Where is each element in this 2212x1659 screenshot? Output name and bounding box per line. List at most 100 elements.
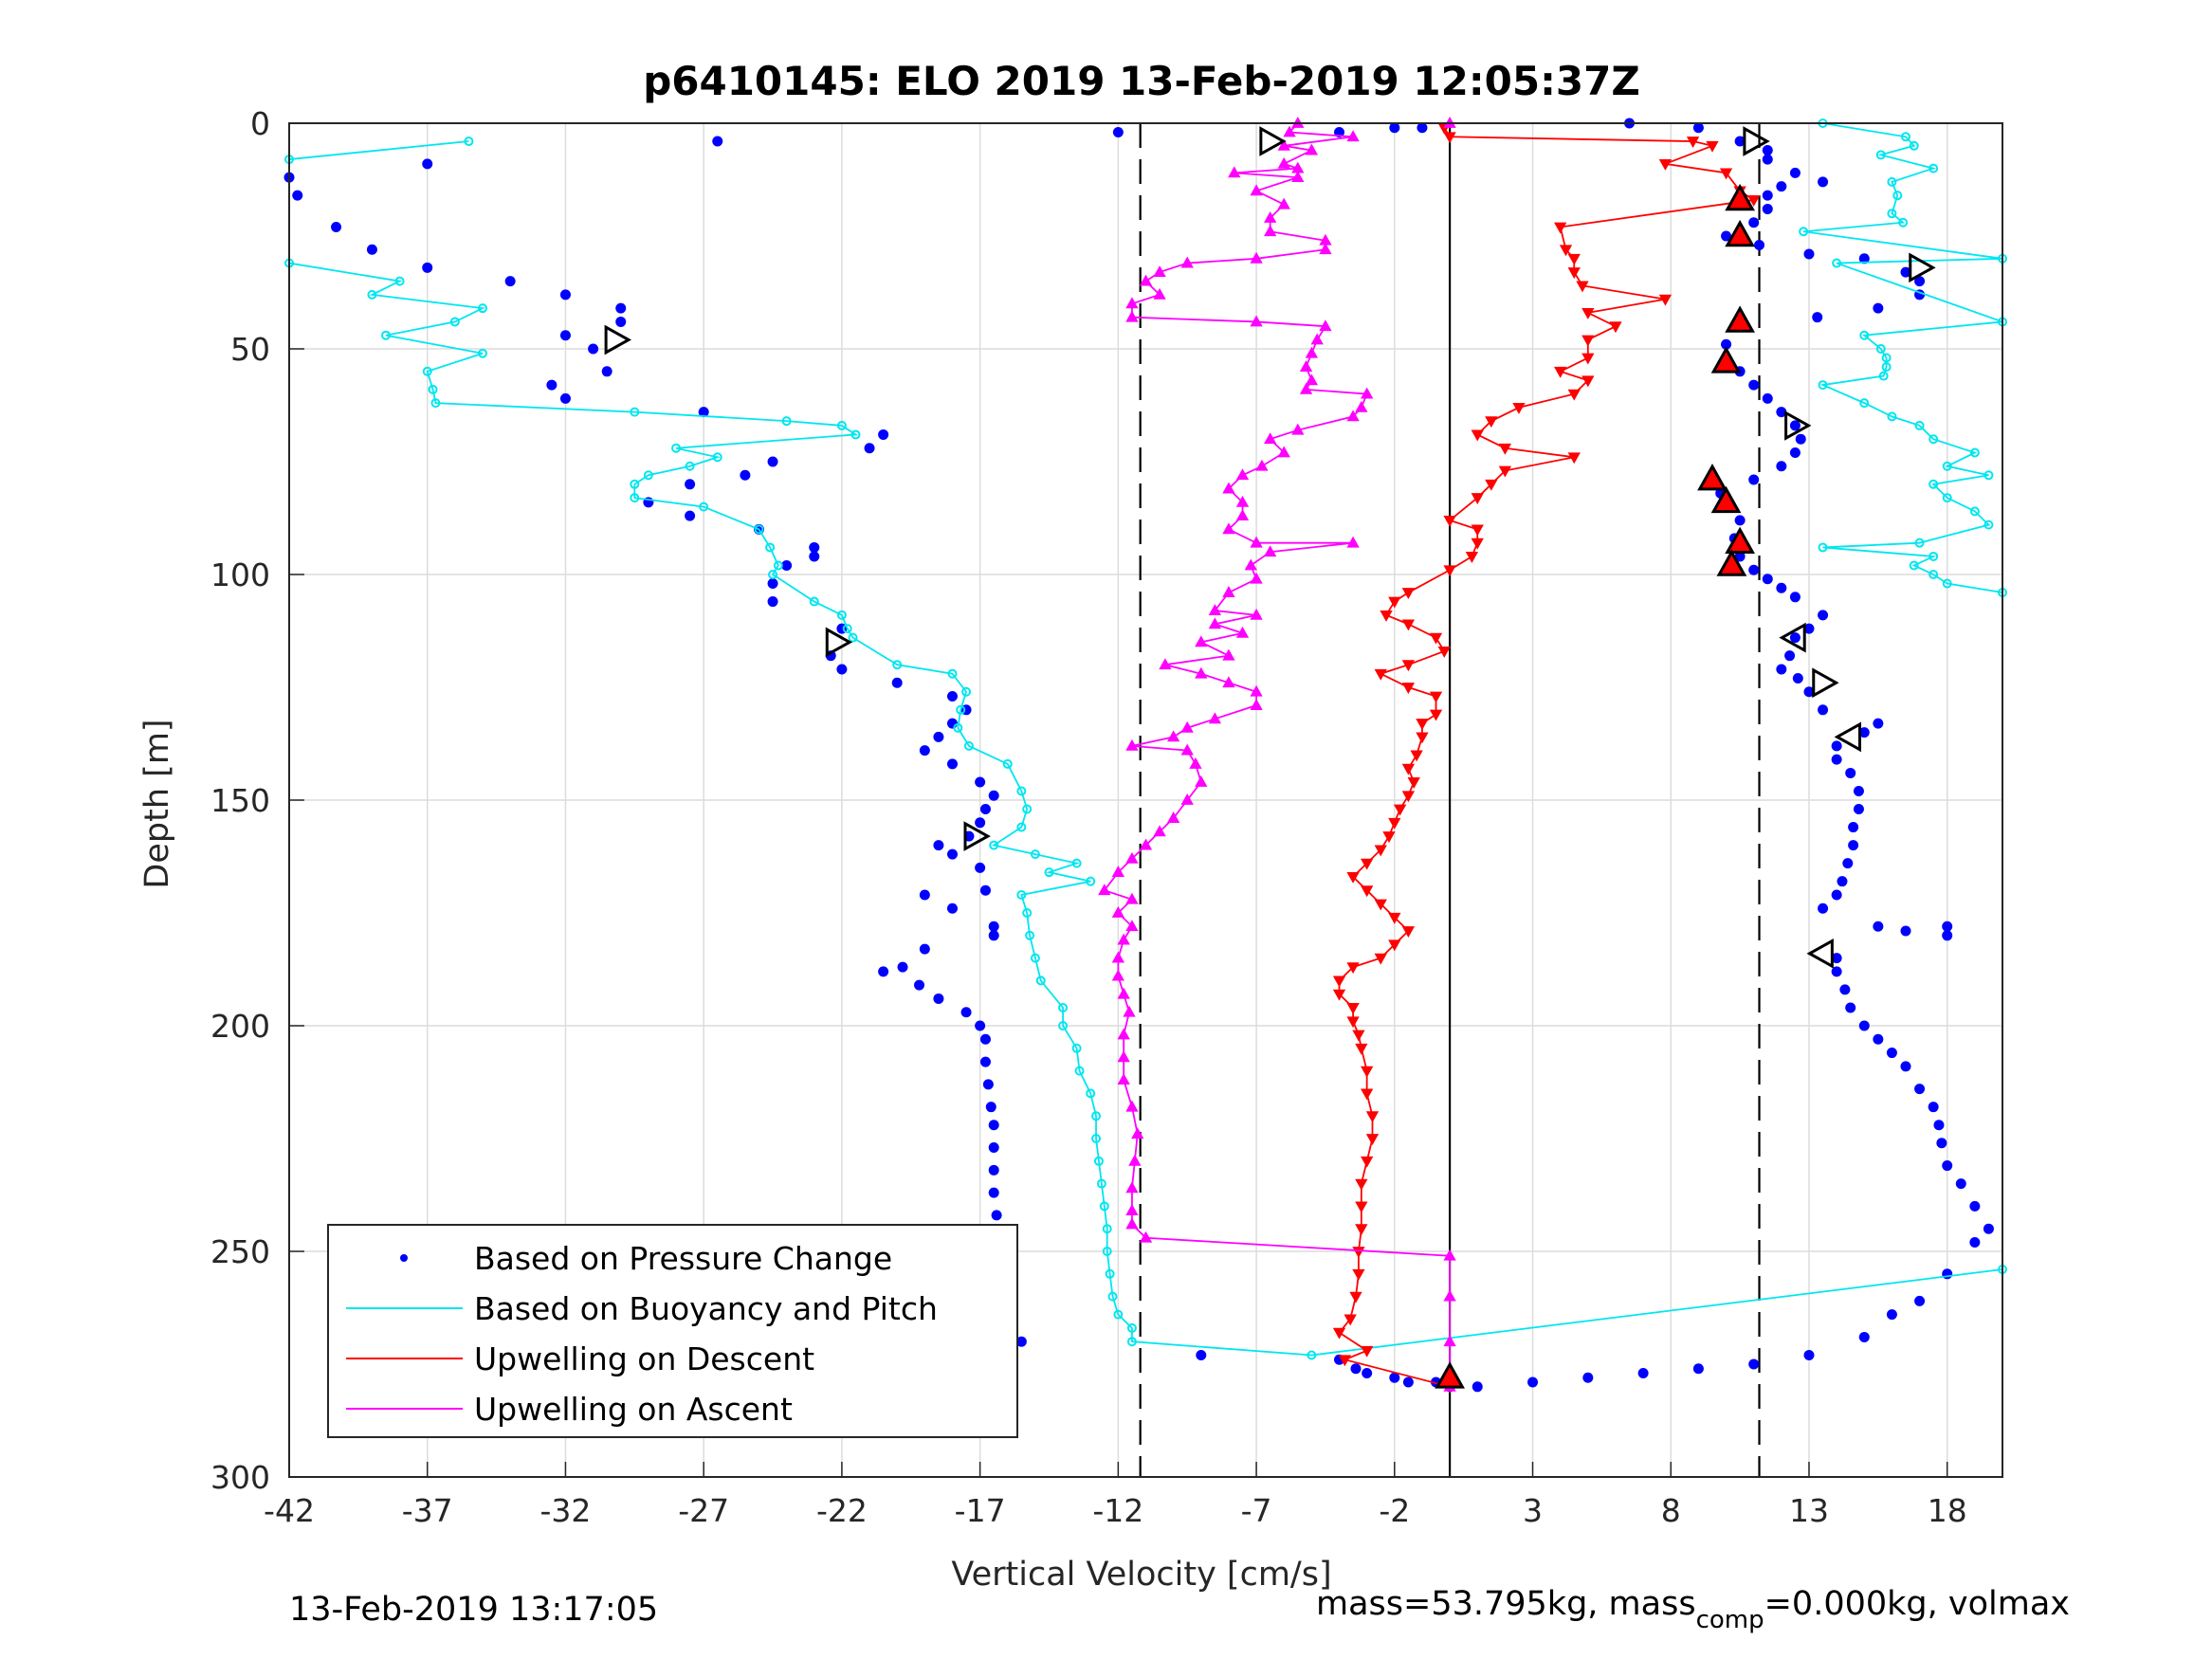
data-point — [975, 862, 986, 873]
data-point — [1091, 1134, 1102, 1143]
data-point — [1581, 335, 1595, 347]
data-point — [1071, 1043, 1082, 1053]
data-point — [1818, 176, 1829, 188]
data-point — [428, 384, 438, 394]
data-point — [1658, 294, 1673, 306]
data-point — [366, 244, 377, 255]
data-point — [1416, 719, 1429, 731]
data-point — [1776, 461, 1787, 472]
data-point — [947, 668, 958, 679]
data-point — [1401, 660, 1416, 672]
data-point — [1139, 274, 1153, 286]
data-point — [1338, 1355, 1351, 1367]
data-point — [1332, 989, 1346, 1001]
data-point — [946, 758, 958, 770]
data-point — [1754, 240, 1765, 251]
data-point — [1016, 822, 1027, 832]
data-point — [1437, 647, 1451, 658]
data-point — [1355, 1224, 1368, 1236]
data-point — [1180, 793, 1194, 805]
data-point — [1734, 515, 1746, 526]
data-point — [643, 470, 653, 481]
data-point — [1471, 538, 1484, 550]
data-point — [1887, 411, 1897, 422]
y-axis-label: Depth [m] — [138, 719, 176, 888]
data-point — [1969, 1200, 1981, 1212]
data-point — [988, 930, 999, 941]
data-point — [1346, 410, 1360, 422]
data-point — [1091, 1111, 1102, 1121]
data-point — [1443, 1289, 1456, 1302]
data-point — [919, 889, 930, 901]
data-point — [1022, 804, 1033, 814]
data-point — [975, 1020, 986, 1031]
data-point — [1942, 921, 1953, 932]
data-point — [1443, 132, 1456, 144]
marker-open-triangle-right — [1259, 126, 1287, 156]
data-point — [1914, 276, 1926, 287]
marker-layer — [604, 126, 1936, 1389]
series-layer — [283, 117, 2007, 1394]
data-point — [1848, 840, 1859, 851]
data-point — [946, 902, 958, 914]
y-tick-label: 150 — [210, 782, 270, 819]
data-point — [1818, 380, 1828, 391]
data-point — [1319, 319, 1332, 332]
data-point — [1803, 1349, 1815, 1360]
data-point — [1346, 130, 1360, 142]
data-point — [1498, 465, 1512, 478]
data-point — [1983, 1223, 1994, 1234]
data-point — [1346, 1003, 1360, 1014]
data-point — [809, 551, 820, 562]
data-point — [1581, 375, 1595, 388]
data-point — [1180, 256, 1194, 268]
data-point — [1873, 302, 1884, 314]
data-point — [1429, 691, 1443, 703]
data-point — [1498, 443, 1512, 455]
data-point — [1319, 233, 1332, 246]
data-point — [914, 979, 925, 991]
data-point — [1123, 1005, 1136, 1017]
data-point — [1686, 137, 1700, 149]
x-tick-label: 13 — [1789, 1492, 1829, 1529]
data-point — [1762, 203, 1773, 214]
data-point — [1859, 330, 1870, 340]
data-point — [1858, 253, 1870, 264]
data-point — [1071, 858, 1082, 868]
data-point — [988, 790, 999, 801]
data-point — [394, 276, 405, 286]
data-point — [1789, 592, 1801, 603]
data-point — [1831, 889, 1842, 901]
data-point — [1465, 552, 1479, 563]
data-point — [1776, 664, 1787, 675]
data-point — [1762, 190, 1773, 201]
data-point — [1393, 804, 1407, 816]
data-point — [1799, 227, 1809, 237]
data-point — [1407, 777, 1420, 789]
data-point — [933, 731, 944, 742]
data-point — [1355, 1043, 1368, 1055]
data-point — [1969, 1236, 1981, 1248]
data-point — [1429, 709, 1443, 721]
data-point — [615, 302, 627, 314]
data-point — [1117, 933, 1130, 945]
data-point — [1554, 366, 1567, 378]
data-point — [1388, 817, 1401, 830]
data-point — [1567, 389, 1581, 401]
data-point — [1914, 1084, 1926, 1095]
data-point — [1125, 920, 1139, 932]
data-point — [1030, 953, 1040, 963]
data-point — [1307, 1350, 1317, 1360]
marker-open-triangle-right — [604, 324, 631, 356]
data-point — [1929, 163, 1939, 173]
data-point — [1025, 930, 1035, 940]
data-point — [292, 190, 303, 201]
data-point — [1886, 1309, 1897, 1321]
data-point — [1818, 542, 1828, 553]
data-point — [1637, 1368, 1649, 1379]
data-point — [1374, 668, 1387, 681]
data-point — [1881, 353, 1892, 363]
data-point — [740, 469, 751, 481]
data-point — [836, 664, 848, 675]
tick-labels: -42 -37 -32 -27 -22 -17 -12 -7 -2 3 8 13 18 0 50 100 150… — [210, 105, 1967, 1529]
